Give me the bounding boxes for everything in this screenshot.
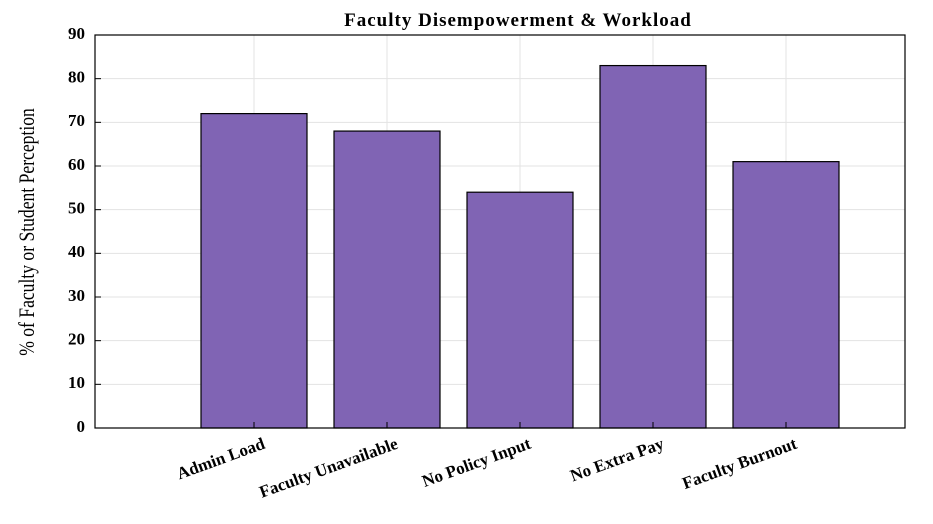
y-axis-label: % of Faculty or Student Perception <box>15 108 39 356</box>
x-tick-label: Admin Load <box>174 434 268 484</box>
x-tick-label: Faculty Unavailable <box>257 434 401 502</box>
x-tick-label: No Policy Input <box>419 434 533 491</box>
bar <box>599 64 707 429</box>
y-tick-label: 30 <box>68 286 85 305</box>
y-tick-label: 70 <box>68 111 85 130</box>
y-tick-label: 80 <box>68 68 85 87</box>
y-tick-label: 60 <box>68 155 85 174</box>
x-tick-label: Faculty Burnout <box>680 434 800 493</box>
bar <box>333 130 441 429</box>
bar <box>732 161 840 429</box>
bar <box>200 112 308 429</box>
y-tick-label: 90 <box>68 24 85 43</box>
x-tick-label: No Extra Pay <box>568 434 667 486</box>
axes-box <box>94 34 906 429</box>
y-tick-label: 20 <box>68 330 85 349</box>
y-tick-label: 10 <box>68 373 85 392</box>
chart-title: Faculty Disempowerment & Workload <box>344 10 692 31</box>
y-tick-label: 50 <box>68 199 85 218</box>
bar <box>466 191 574 429</box>
y-tick-label: 0 <box>77 417 86 436</box>
y-tick-label: 40 <box>68 242 85 261</box>
